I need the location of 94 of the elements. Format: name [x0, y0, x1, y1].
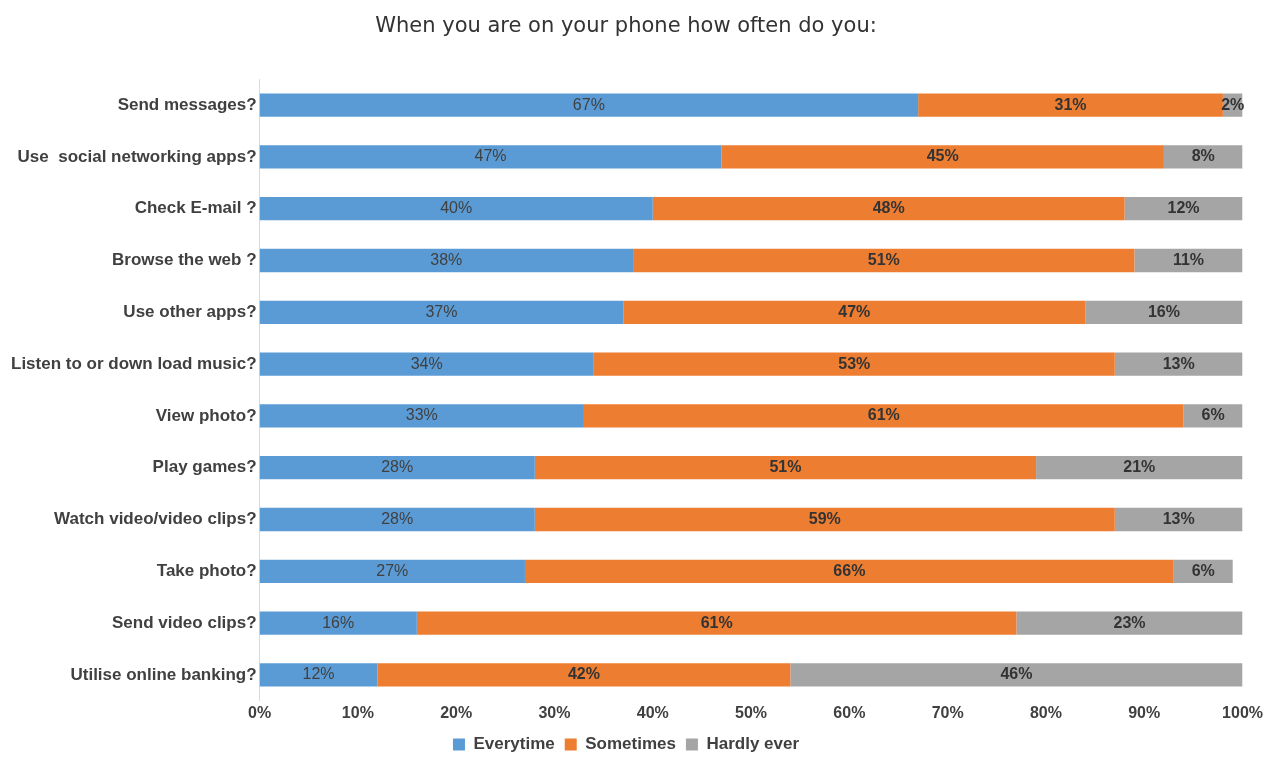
bar [259, 93, 919, 117]
x-tick-label: 10% [341, 703, 374, 721]
bar [790, 663, 1243, 687]
data-label: 11% [1172, 250, 1205, 268]
data-label: 16% [1147, 302, 1180, 320]
data-label: 13% [1162, 509, 1195, 527]
data-label: 48% [872, 199, 905, 217]
x-tick-label: 70% [931, 703, 964, 721]
y-tick-label: Use social networking apps? [17, 146, 257, 166]
data-label: 45% [926, 147, 959, 165]
bar [918, 93, 1223, 117]
legend-label: Sometimes [585, 734, 676, 754]
data-label: 28% [381, 509, 414, 527]
bar [633, 248, 1135, 273]
x-tick-label: 30% [538, 703, 571, 721]
bar [1016, 611, 1243, 635]
bar [377, 663, 791, 687]
y-tick-label: Use other apps? [123, 301, 257, 321]
bar [534, 456, 1037, 480]
y-tick-label: Send video clips? [112, 612, 257, 632]
bar [259, 145, 722, 169]
y-tick-label: Utilise online banking? [70, 664, 257, 684]
bar [1114, 352, 1243, 376]
bar [416, 611, 1017, 635]
chart-title: When you are on your phone how often do you: [375, 13, 877, 38]
x-tick-label: 40% [636, 703, 669, 721]
bar [259, 456, 535, 480]
bar [259, 404, 584, 428]
bar [259, 300, 624, 324]
data-label: 61% [700, 613, 733, 631]
y-tick-label: Watch video/video clips? [54, 509, 257, 529]
data-label: 51% [769, 458, 802, 476]
data-label: 12% [1167, 199, 1200, 217]
bar [259, 663, 378, 687]
data-label: 47% [474, 147, 507, 165]
x-tick-label: 100% [1222, 703, 1263, 721]
data-label: 33% [405, 406, 438, 424]
data-label: 31% [1054, 95, 1087, 113]
bar [721, 145, 1164, 169]
data-label: 38% [430, 250, 463, 268]
data-label: 13% [1162, 354, 1195, 372]
data-label: 27% [376, 561, 409, 579]
data-label: 23% [1113, 613, 1146, 631]
bar [623, 300, 1086, 324]
bar [524, 559, 1174, 583]
bar [583, 404, 1184, 428]
x-tick-label: 80% [1029, 703, 1062, 721]
y-tick-label: Take photo? [156, 560, 257, 580]
data-label: 28% [381, 458, 414, 476]
x-tick-label: 20% [440, 703, 473, 721]
data-label: 40% [440, 199, 473, 217]
legend-label: Hardly ever [706, 734, 800, 754]
bar [1036, 456, 1243, 480]
y-tick-label: Send messages? [117, 94, 257, 114]
bar [534, 507, 1115, 532]
bar [1114, 507, 1243, 532]
x-tick-label: 90% [1128, 703, 1161, 721]
data-label: 8% [1191, 147, 1215, 165]
bar [259, 507, 535, 532]
data-label: 42% [567, 665, 600, 683]
legend-label: Everytime [473, 734, 555, 754]
bar [1085, 300, 1243, 324]
bar [1163, 145, 1243, 169]
bar [593, 352, 1115, 376]
bar [259, 559, 525, 583]
data-label: 46% [1000, 665, 1033, 683]
data-label: 53% [838, 354, 871, 372]
data-label: 16% [322, 613, 355, 631]
y-tick-label: View photo? [155, 405, 257, 425]
bar [259, 352, 594, 376]
data-label: 21% [1123, 458, 1156, 476]
data-label: 59% [808, 509, 841, 527]
data-label: 51% [867, 250, 900, 268]
bar [259, 248, 634, 273]
data-label: 6% [1191, 561, 1215, 579]
y-tick-label: Browse the web ? [112, 250, 257, 270]
bar [1134, 248, 1243, 273]
data-label: 47% [838, 302, 871, 320]
y-tick-label: Play games? [152, 457, 257, 477]
x-tick-label: 0% [248, 703, 272, 721]
bar [652, 197, 1125, 221]
data-label: 37% [425, 302, 458, 320]
data-label: 66% [833, 561, 866, 579]
y-tick-label: Listen to or down load music? [11, 353, 257, 373]
data-label: 61% [867, 406, 900, 424]
data-label: 12% [302, 665, 335, 683]
bar [259, 197, 653, 221]
data-label: 34% [410, 354, 443, 372]
data-label: 67% [572, 95, 605, 113]
y-tick-label: Check E-mail ? [134, 198, 257, 218]
x-tick-label: 50% [735, 703, 768, 721]
x-tick-label: 60% [833, 703, 866, 721]
data-label: 6% [1201, 406, 1225, 424]
bar [259, 611, 417, 635]
